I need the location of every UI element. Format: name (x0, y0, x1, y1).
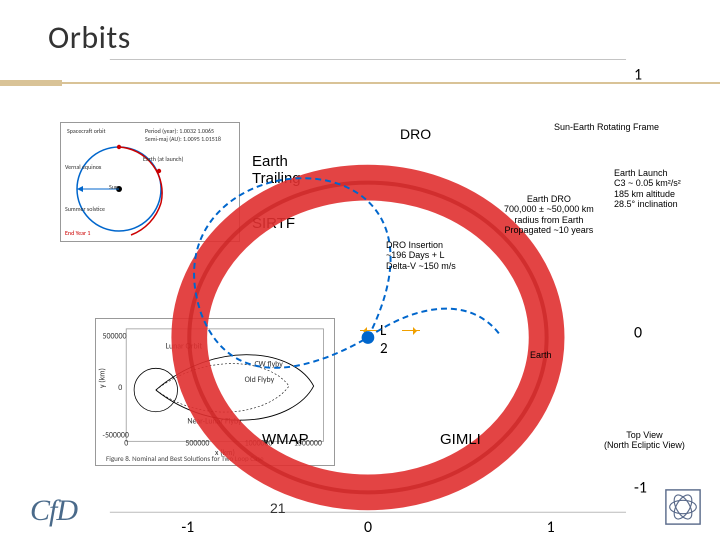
dro-launch: Earth Launch C3 ~ 0.05 km²/s² 185 km alt… (614, 168, 681, 209)
dro-frame-label: Sun-Earth Rotating Frame (554, 122, 659, 132)
dro-insertion: DRO Insertion ~196 Days + L Delta-V ~150… (386, 240, 456, 271)
dro-view-label: Top View (North Ecliptic View) (604, 430, 685, 451)
gimli-label: GIMLI (440, 432, 481, 449)
svg-text:0: 0 (634, 324, 642, 343)
footer-logo-icon (664, 488, 702, 526)
dro-panel: -1 0 1 -1 0 1 (0, 0, 300, 272)
footer: CfD 21 (0, 492, 720, 532)
dro-orbit-params: Earth DRO 700,000 ± ~50,000 km radius fr… (504, 194, 594, 235)
cfd-wordmark: CfD (30, 494, 77, 528)
page-number: 21 (270, 500, 286, 516)
dro-heading: DRO (400, 126, 431, 142)
dro-diagram: -1 0 1 -1 0 1 (0, 0, 720, 540)
dro-earth-label: Earth (530, 350, 552, 360)
svg-text:1: 1 (634, 65, 642, 84)
